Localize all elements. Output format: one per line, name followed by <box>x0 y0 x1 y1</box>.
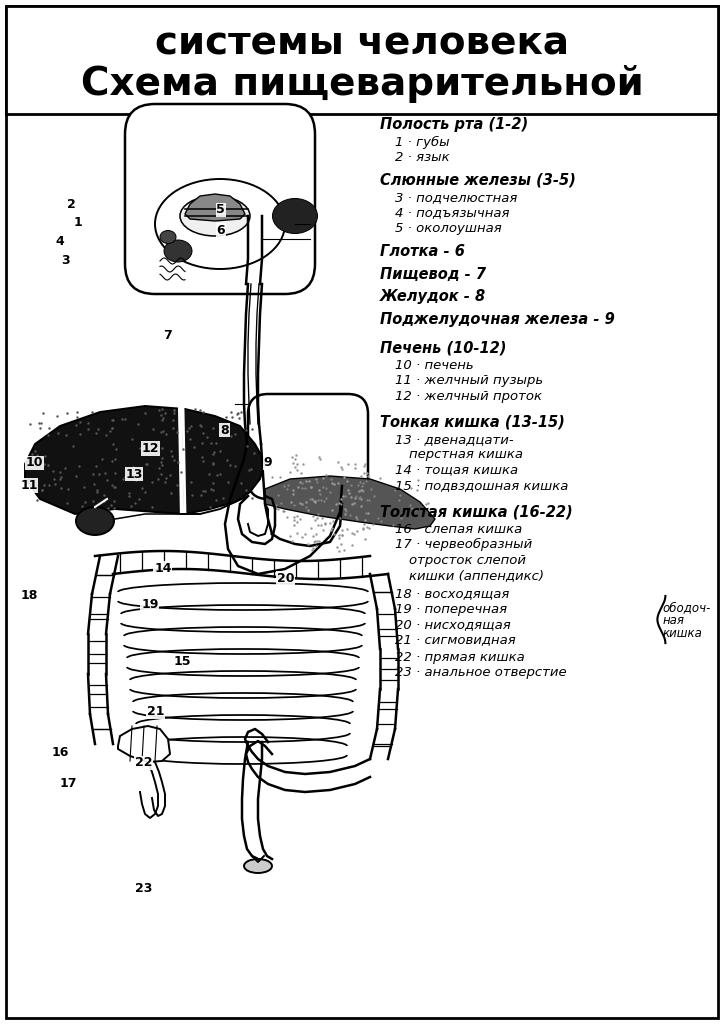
Text: 5: 5 <box>216 204 225 216</box>
Text: 18: 18 <box>20 590 38 602</box>
Polygon shape <box>185 194 245 221</box>
Ellipse shape <box>180 196 250 236</box>
Text: 23 · анальное отверстие: 23 · анальное отверстие <box>395 667 566 679</box>
Text: Поджелудочная железа - 9: Поджелудочная железа - 9 <box>380 312 615 327</box>
Text: ная: ная <box>662 614 684 627</box>
Text: 13 · двенадцати-: 13 · двенадцати- <box>395 433 513 445</box>
Text: кишки (аппендикс): кишки (аппендикс) <box>409 569 544 582</box>
Text: 16: 16 <box>51 746 69 759</box>
Text: Слюнные железы (3-5): Слюнные железы (3-5) <box>380 173 576 187</box>
Text: 3 · подчелюстная: 3 · подчелюстная <box>395 191 517 204</box>
FancyBboxPatch shape <box>125 104 315 294</box>
FancyBboxPatch shape <box>248 394 368 499</box>
Bar <box>6 6 718 114</box>
Text: 2: 2 <box>67 199 75 211</box>
Ellipse shape <box>272 199 318 233</box>
Text: Толстая кишка (16-22): Толстая кишка (16-22) <box>380 505 573 519</box>
Text: 4: 4 <box>56 236 64 248</box>
Text: 17 · червеобразный: 17 · червеобразный <box>395 539 532 551</box>
Ellipse shape <box>155 179 285 269</box>
Text: кишка: кишка <box>662 628 702 640</box>
Text: 15: 15 <box>174 655 191 668</box>
Text: 12 · желчный проток: 12 · желчный проток <box>395 390 542 402</box>
Text: 10 · печень: 10 · печень <box>395 359 473 372</box>
Text: Тонкая кишка (13-15): Тонкая кишка (13-15) <box>380 415 565 429</box>
Text: 23: 23 <box>135 883 152 895</box>
Text: Схема пищеварительной: Схема пищеварительной <box>80 65 644 102</box>
Text: 22 · прямая кишка: 22 · прямая кишка <box>395 651 524 664</box>
Text: 19: 19 <box>141 598 159 610</box>
Text: Глотка - 6: Глотка - 6 <box>380 245 465 259</box>
Text: Полость рта (1-2): Полость рта (1-2) <box>380 118 529 132</box>
Text: 14: 14 <box>154 562 172 574</box>
Text: 7: 7 <box>164 330 172 342</box>
Text: Печень (10-12): Печень (10-12) <box>380 341 507 355</box>
Text: 9: 9 <box>264 457 272 469</box>
Text: 21 · сигмовидная: 21 · сигмовидная <box>395 634 515 646</box>
Polygon shape <box>25 406 265 514</box>
Polygon shape <box>118 726 170 762</box>
Text: ободоч-: ободоч- <box>662 601 711 613</box>
Text: Желудок - 8: Желудок - 8 <box>380 290 487 304</box>
Text: 1 · губы: 1 · губы <box>395 136 449 148</box>
Text: 13: 13 <box>125 468 143 480</box>
Text: системы человека: системы человека <box>155 25 569 62</box>
Ellipse shape <box>244 859 272 873</box>
Polygon shape <box>265 476 435 529</box>
Text: 19 · поперечная: 19 · поперечная <box>395 603 507 615</box>
Text: 6: 6 <box>216 224 225 237</box>
Text: 18 · восходящая: 18 · восходящая <box>395 588 509 600</box>
Text: 20 · нисходящая: 20 · нисходящая <box>395 618 510 631</box>
Text: 5 · околоушная: 5 · околоушная <box>395 222 501 234</box>
Text: 4 · подъязычная: 4 · подъязычная <box>395 207 509 219</box>
Text: 3: 3 <box>61 254 70 266</box>
Text: Пищевод - 7: Пищевод - 7 <box>380 267 486 282</box>
Text: отросток слепой: отросток слепой <box>409 554 526 566</box>
Text: 16 · слепая кишка: 16 · слепая кишка <box>395 523 522 536</box>
Text: 15 · подвздошная кишка: 15 · подвздошная кишка <box>395 479 568 492</box>
Text: перстная кишка: перстная кишка <box>409 449 523 461</box>
Text: 17: 17 <box>60 777 77 790</box>
Text: 10: 10 <box>26 457 43 469</box>
Text: 20: 20 <box>277 572 295 585</box>
Text: 14 · тощая кишка: 14 · тощая кишка <box>395 464 518 476</box>
Text: 21: 21 <box>147 706 164 718</box>
Ellipse shape <box>164 240 192 262</box>
Text: 11 · желчный пузырь: 11 · желчный пузырь <box>395 375 543 387</box>
Ellipse shape <box>160 230 176 244</box>
Ellipse shape <box>76 507 114 535</box>
Text: 2 · язык: 2 · язык <box>395 152 449 164</box>
Text: 8: 8 <box>220 424 229 436</box>
Text: 22: 22 <box>135 757 152 769</box>
Text: 1: 1 <box>74 216 83 228</box>
Text: 11: 11 <box>20 479 38 492</box>
Text: 12: 12 <box>142 442 159 455</box>
